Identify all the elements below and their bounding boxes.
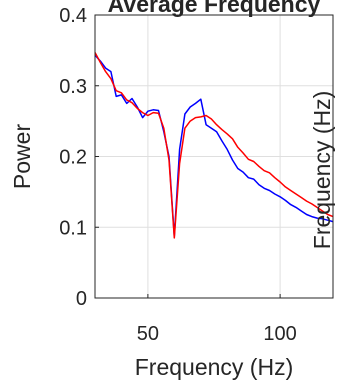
series-line-2 bbox=[94, 52, 334, 239]
grid-lines bbox=[95, 14, 333, 299]
y-tick-label: 0.2 bbox=[59, 147, 87, 169]
y-tick-label: 0.4 bbox=[59, 5, 87, 27]
axis-ticks: 50 100 0 0.1 0.2 0.3 0.4 bbox=[59, 5, 297, 345]
y-tick-label: 0.1 bbox=[59, 217, 87, 239]
x-tick-label: 100 bbox=[263, 323, 296, 345]
right-axis-label: Frequency (Hz) bbox=[309, 91, 335, 249]
chart-title: Average Frequency bbox=[108, 0, 321, 17]
x-axis-label: Frequency (Hz) bbox=[135, 354, 293, 380]
y-axis-label: Power bbox=[9, 124, 35, 190]
y-tick-label: 0 bbox=[76, 288, 87, 310]
y-tick-label: 0.3 bbox=[59, 76, 87, 98]
x-tick-label: 50 bbox=[137, 323, 159, 345]
series-line-1 bbox=[94, 54, 334, 238]
series-lines bbox=[94, 52, 334, 239]
